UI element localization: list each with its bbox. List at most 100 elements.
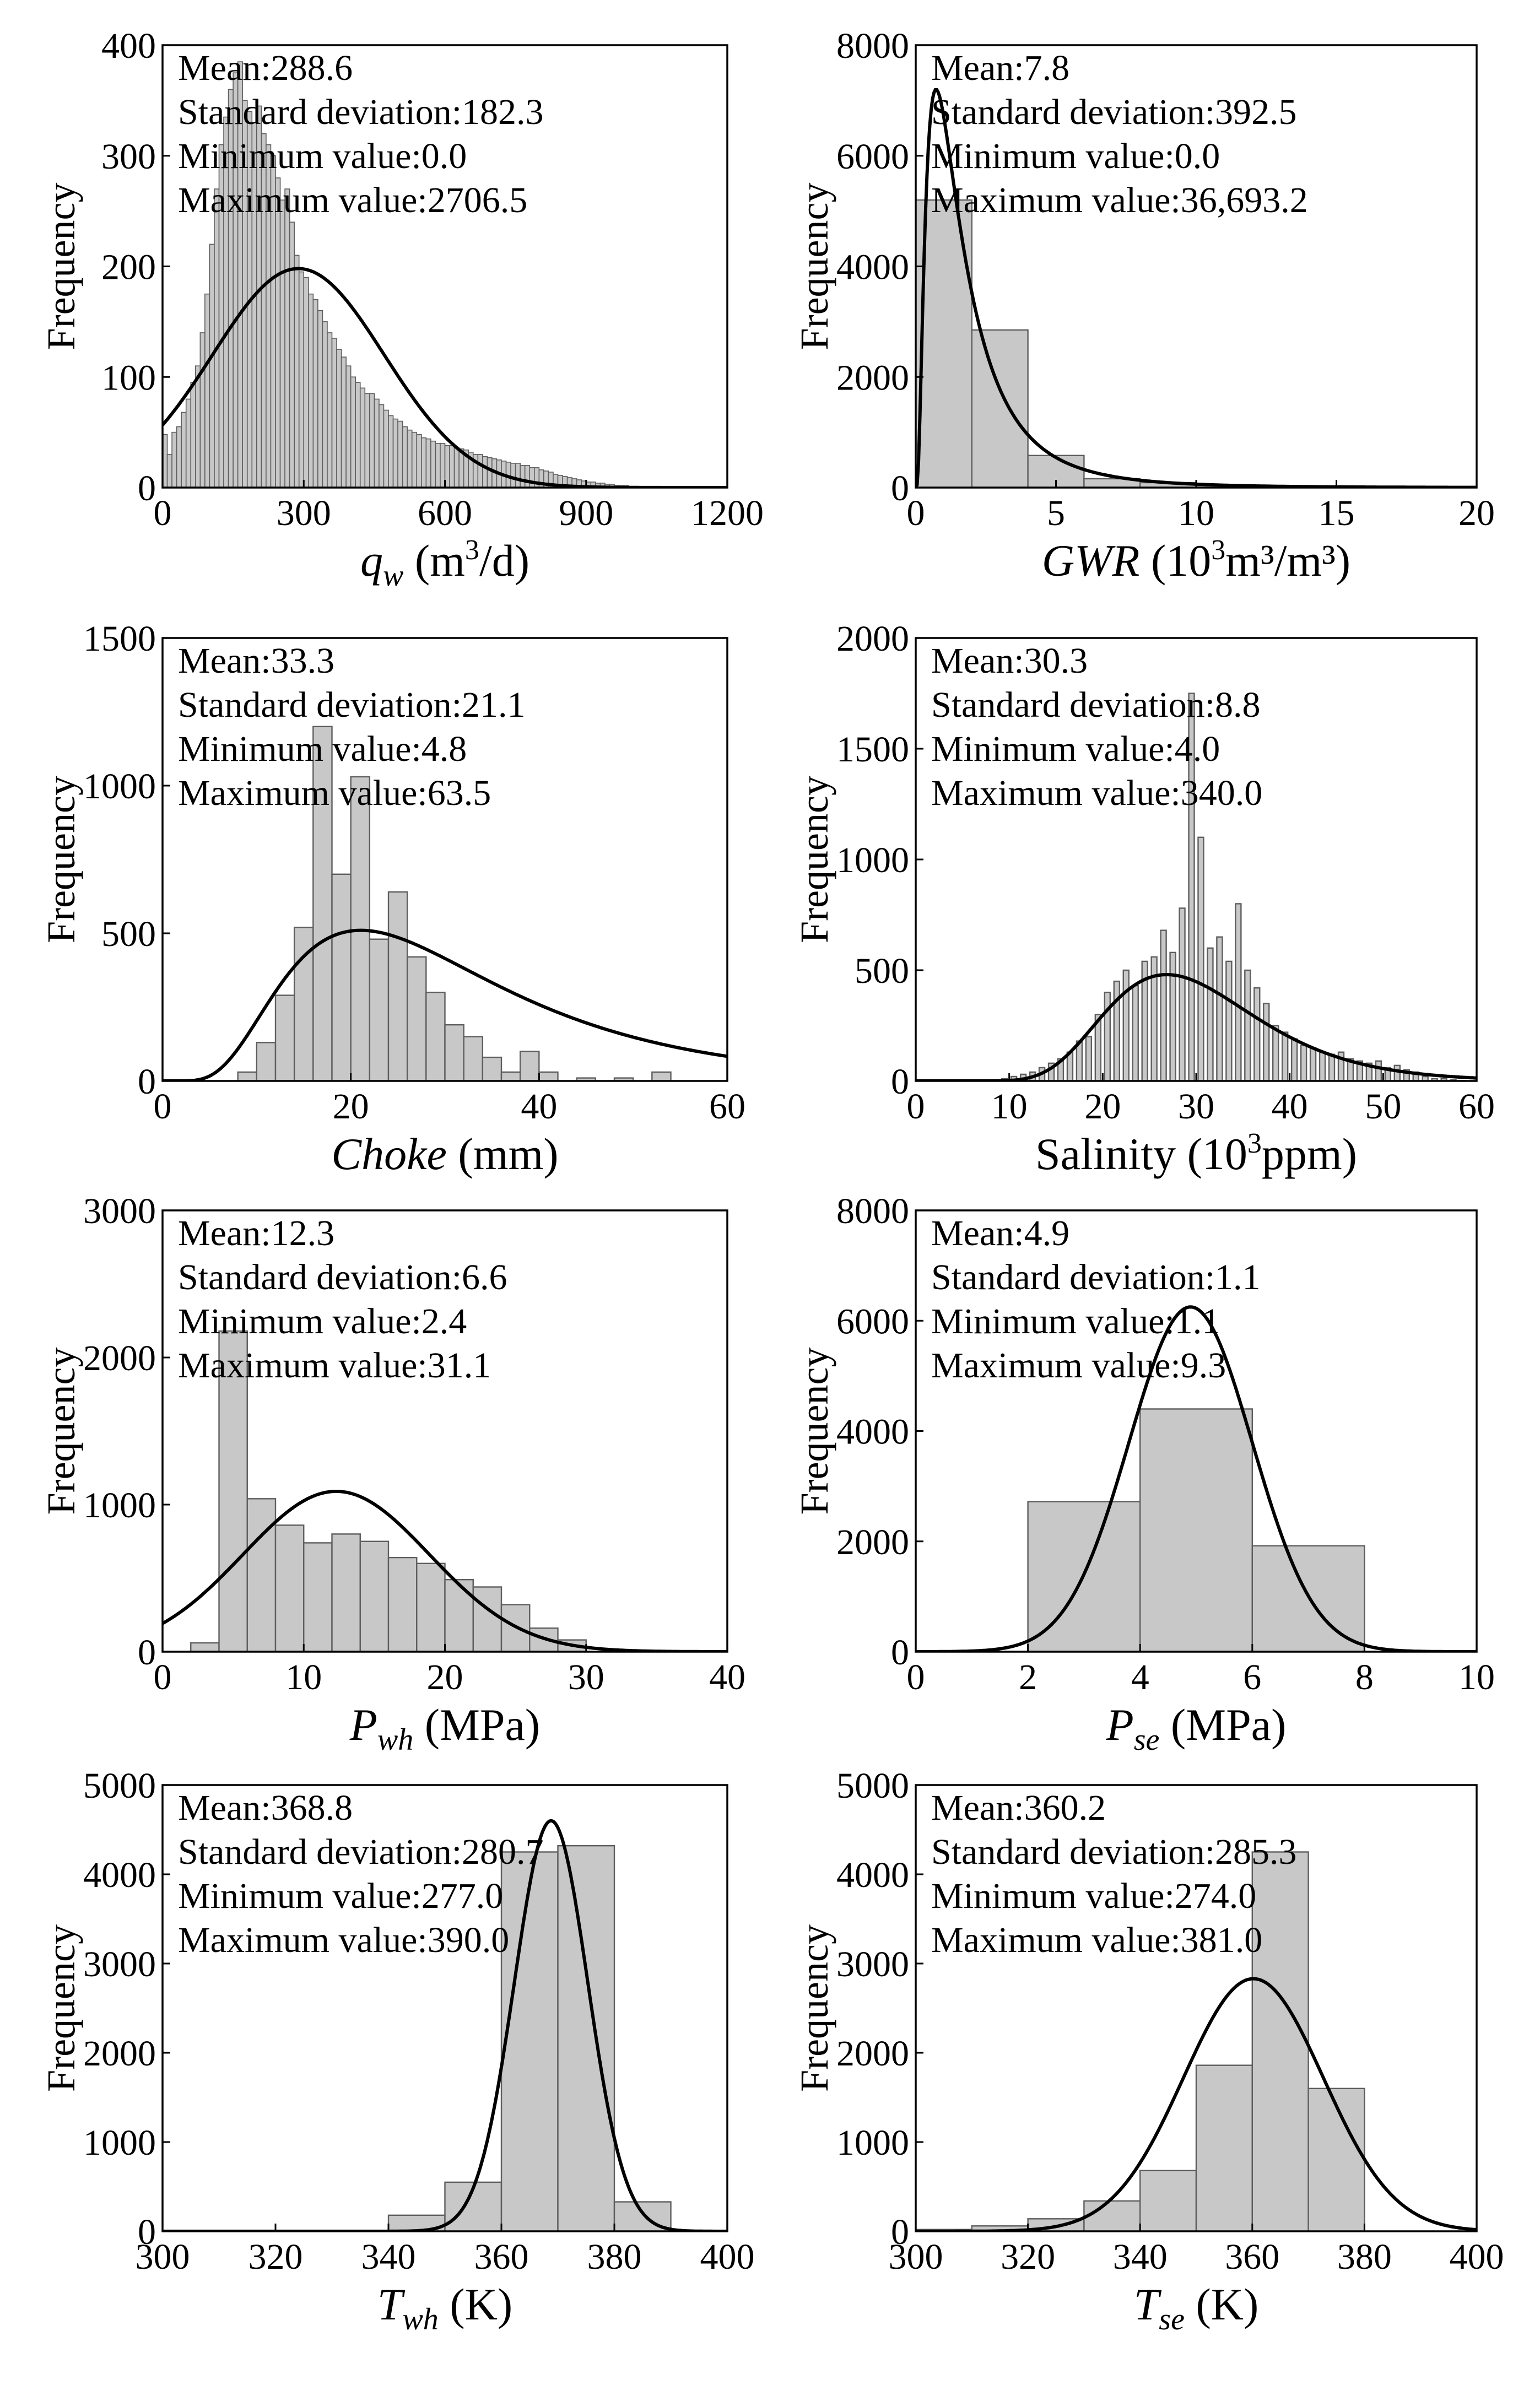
stat-line: Minimum value:4.8 xyxy=(178,729,467,769)
stat-line: Standard deviation:392.5 xyxy=(931,92,1297,132)
bar xyxy=(336,349,342,488)
bar xyxy=(1300,1045,1307,1081)
x-tick-label: 10 xyxy=(1458,1657,1495,1697)
x-tick-label: 20 xyxy=(1458,493,1495,533)
x-tick-label: 40 xyxy=(521,1086,557,1127)
bar xyxy=(209,244,215,488)
y-tick-label: 4000 xyxy=(836,1855,909,1895)
x-tick-label: 50 xyxy=(1365,1086,1401,1127)
y-tick-label: 2000 xyxy=(836,2034,909,2074)
fit-curve xyxy=(163,928,727,1081)
bar xyxy=(303,277,309,488)
bar xyxy=(1225,960,1233,1081)
stat-line: Minimum value:0.0 xyxy=(931,136,1220,176)
bar xyxy=(1393,1064,1401,1081)
y-axis-label: Frequency xyxy=(39,776,83,943)
bar xyxy=(482,456,488,488)
x-tick-label: 300 xyxy=(136,2237,190,2277)
bar xyxy=(274,994,295,1081)
y-tick-label: 1500 xyxy=(83,619,156,659)
stat-line: Standard deviation:280.7 xyxy=(178,1832,544,1872)
bar xyxy=(369,938,390,1081)
x-tick-label: 60 xyxy=(1458,1086,1495,1127)
bar xyxy=(379,404,385,488)
x-tick-label: 6 xyxy=(1243,1657,1261,1697)
bar xyxy=(444,1578,474,1652)
y-axis-label: Frequency xyxy=(792,776,836,943)
bar xyxy=(613,1077,634,1081)
bar xyxy=(453,447,460,488)
bar xyxy=(251,122,257,488)
y-tick-label: 1500 xyxy=(836,729,909,770)
bar xyxy=(204,293,210,488)
bar xyxy=(279,199,285,488)
bar xyxy=(1216,936,1223,1081)
y-tick-label: 1000 xyxy=(83,1485,156,1526)
bar xyxy=(350,376,356,488)
bar xyxy=(355,382,361,488)
y-tick-label: 8000 xyxy=(836,1191,909,1231)
x-axis-label: Pse (MPa) xyxy=(1106,1700,1287,1757)
bar xyxy=(1132,985,1139,1081)
x-tick-label: 600 xyxy=(418,493,472,533)
bar xyxy=(256,1042,277,1081)
stat-line: Mean:288.6 xyxy=(178,48,353,88)
x-tick-label: 0 xyxy=(907,493,925,533)
y-tick-label: 300 xyxy=(101,137,156,177)
bar xyxy=(1263,1003,1270,1081)
x-tick-label: 10 xyxy=(991,1086,1028,1127)
y-axis-label: Frequency xyxy=(39,1924,83,2092)
y-tick-label: 0 xyxy=(138,1632,156,1673)
bar xyxy=(1141,960,1148,1081)
bars xyxy=(916,1851,1365,2231)
bar xyxy=(510,463,516,488)
bar xyxy=(293,927,314,1081)
bar xyxy=(274,1524,305,1652)
bar xyxy=(1195,2064,1253,2231)
bar xyxy=(345,365,352,488)
y-tick-label: 2000 xyxy=(83,2034,156,2074)
x-axis-label: Pwh (MPa) xyxy=(349,1700,540,1757)
bar xyxy=(233,72,239,488)
bar xyxy=(1281,1031,1289,1081)
bar xyxy=(463,1036,484,1081)
fit-curve xyxy=(163,1490,727,1652)
bar xyxy=(472,1586,502,1652)
y-tick-label: 0 xyxy=(138,2212,156,2252)
bar xyxy=(487,457,493,488)
x-tick-label: 0 xyxy=(154,493,172,533)
x-tick-label: 300 xyxy=(889,2237,943,2277)
plot-frame xyxy=(161,637,728,1082)
y-tick-label: 1000 xyxy=(83,766,156,807)
x-tick-label: 360 xyxy=(474,2237,529,2277)
bar xyxy=(971,329,1029,488)
x-tick-label: 20 xyxy=(427,1657,463,1697)
bar xyxy=(322,321,328,488)
y-tick-label: 2000 xyxy=(836,358,909,398)
stat-line: Maximum value:390.0 xyxy=(178,1920,509,1960)
bar xyxy=(1188,693,1195,1081)
stat-line: Standard deviation:285.3 xyxy=(931,1832,1297,1872)
bar xyxy=(449,445,455,488)
y-tick-label: 2000 xyxy=(836,1522,909,1562)
stat-line: Minimum value:4.0 xyxy=(931,729,1220,769)
y-tick-label: 5000 xyxy=(836,1766,909,1806)
bar xyxy=(500,1071,521,1081)
y-axis-label: Frequency xyxy=(39,1348,83,1515)
bar xyxy=(303,1542,333,1652)
x-tick-label: 900 xyxy=(559,493,613,533)
y-tick-label: 0 xyxy=(138,468,156,509)
bar xyxy=(1307,2087,1365,2231)
x-tick-label: 30 xyxy=(1178,1086,1214,1127)
bar xyxy=(420,437,427,488)
bar xyxy=(294,255,300,488)
bar xyxy=(524,465,531,488)
stat-line: Maximum value:9.3 xyxy=(931,1345,1226,1386)
x-tick-label: 0 xyxy=(907,1086,925,1127)
x-tick-label: 380 xyxy=(1337,2237,1392,2277)
bar xyxy=(416,1562,446,1652)
panel-gwr: 0 5 10 15 20 0 2000 4000 6000 8000 Frequency GWR (1… xyxy=(792,26,1495,586)
x-tick-label: 20 xyxy=(1084,1086,1121,1127)
stat-line: Mean:368.8 xyxy=(178,1788,353,1828)
bar xyxy=(369,393,375,488)
